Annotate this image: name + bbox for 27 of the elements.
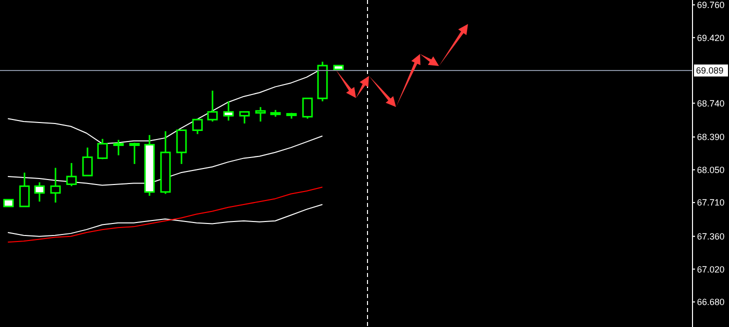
y-tick-label: 67.710 bbox=[697, 198, 725, 208]
candlestick bbox=[302, 98, 313, 120]
candlestick bbox=[223, 100, 234, 122]
line-series bbox=[7, 204, 323, 237]
candlestick bbox=[82, 146, 93, 176]
y-tick-label: 68.740 bbox=[697, 98, 725, 108]
line-series bbox=[7, 186, 323, 243]
y-tick-label: 69.760 bbox=[697, 0, 725, 10]
y-tick-label: 66.680 bbox=[697, 297, 725, 308]
y-tick-label: 69.420 bbox=[697, 32, 725, 43]
y-tick-label: 68.050 bbox=[697, 164, 725, 175]
y-tick-label: 67.360 bbox=[697, 231, 725, 242]
candlestick bbox=[207, 90, 218, 122]
y-tick-label: 68.390 bbox=[697, 132, 725, 142]
ref-line-label: 69.089 bbox=[696, 66, 724, 76]
candlestick bbox=[50, 167, 61, 204]
candlestick bbox=[97, 138, 108, 160]
candlestick bbox=[192, 118, 203, 135]
candlestick bbox=[255, 106, 266, 122]
candlestick bbox=[66, 162, 77, 187]
candlestick bbox=[129, 142, 140, 165]
candlestick bbox=[19, 172, 30, 208]
candlestick bbox=[176, 129, 187, 165]
y-tick-label: 67.020 bbox=[697, 264, 725, 274]
candlestick bbox=[113, 139, 124, 156]
candlestick bbox=[239, 111, 250, 124]
candlestick bbox=[34, 182, 45, 202]
